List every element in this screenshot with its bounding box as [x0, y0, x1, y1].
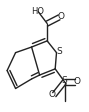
Text: O: O	[74, 77, 81, 86]
Text: O: O	[49, 90, 56, 99]
Text: S: S	[56, 47, 62, 56]
Text: HO: HO	[31, 7, 44, 16]
Text: O: O	[58, 12, 65, 21]
Text: S: S	[62, 76, 67, 85]
